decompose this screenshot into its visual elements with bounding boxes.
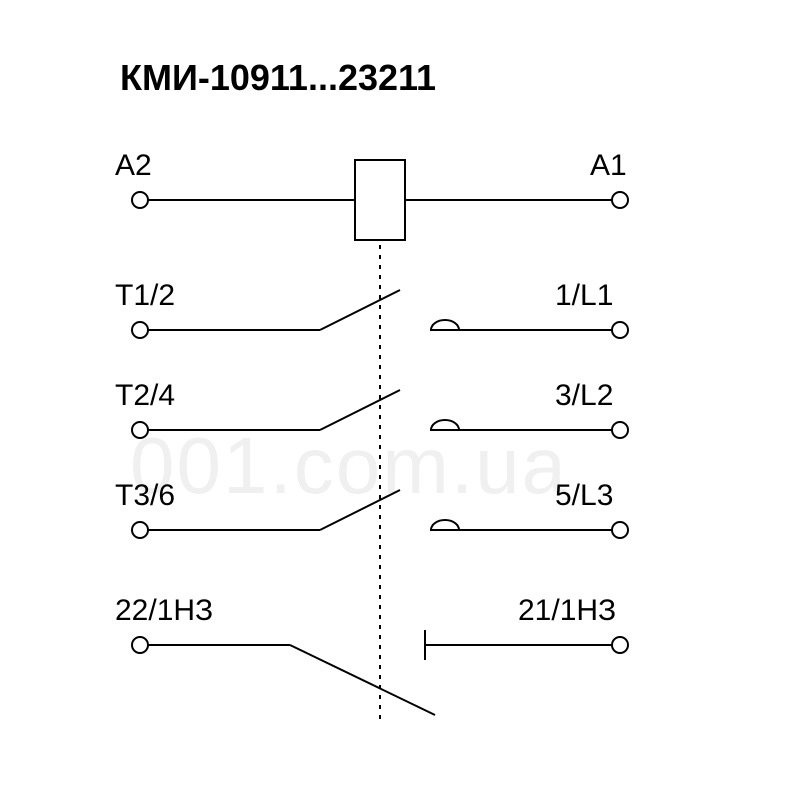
- label-left-0: T1/2: [115, 279, 175, 312]
- label-left-3: 22/1НЗ: [115, 594, 213, 627]
- label-a1: A1: [590, 149, 627, 182]
- label-right-3: 21/1НЗ: [518, 594, 616, 627]
- fixed-contact-arc: [431, 420, 459, 430]
- terminal-a2: [132, 192, 148, 208]
- terminal-right-3: [612, 637, 628, 653]
- terminal-a1: [612, 192, 628, 208]
- label-right-1: 3/L2: [555, 379, 613, 412]
- label-right-2: 5/L3: [555, 479, 613, 512]
- coil-symbol: [355, 160, 405, 240]
- terminal-left-2: [132, 522, 148, 538]
- terminal-right-1: [612, 422, 628, 438]
- label-left-2: T3/6: [115, 479, 175, 512]
- fixed-contact-arc: [431, 320, 459, 330]
- label-right-0: 1/L1: [555, 279, 613, 312]
- label-left-1: T2/4: [115, 379, 175, 412]
- terminal-left-1: [132, 422, 148, 438]
- fixed-contact-arc: [431, 520, 459, 530]
- terminal-left-0: [132, 322, 148, 338]
- terminal-right-0: [612, 322, 628, 338]
- label-a2: A2: [115, 149, 152, 182]
- diagram-title: КМИ-10911...23211: [120, 57, 436, 98]
- terminal-left-3: [132, 637, 148, 653]
- terminal-right-2: [612, 522, 628, 538]
- contactor-schematic: КМИ-10911...23211 A2 A1 T1/2 1/L1 T2/4 3/L2 T3/…: [0, 0, 800, 800]
